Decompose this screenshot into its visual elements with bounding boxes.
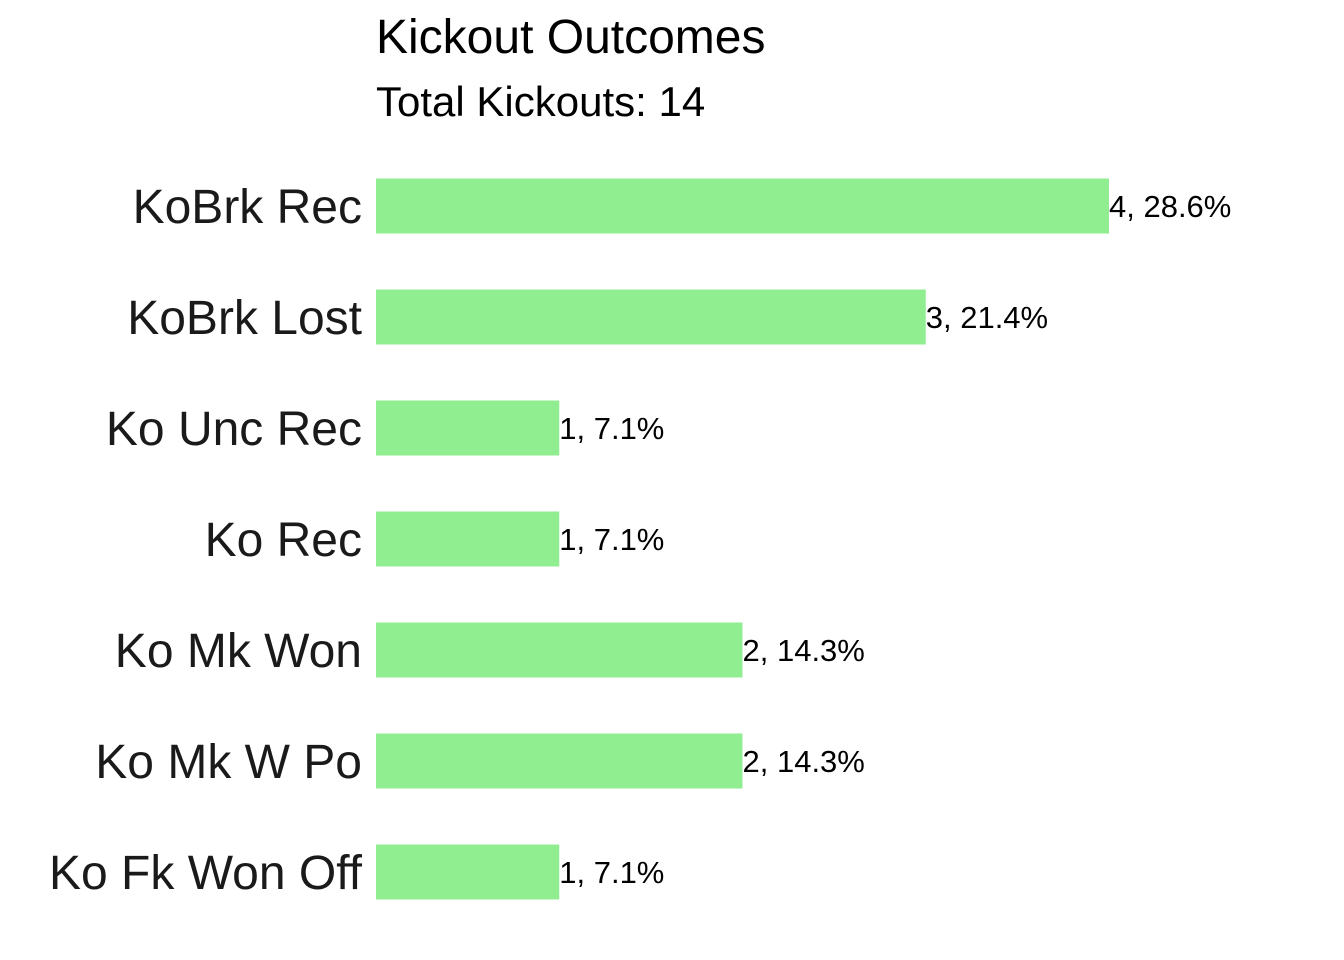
category-label: KoBrk Rec <box>133 181 362 234</box>
data-label: 4, 28.6% <box>1109 189 1231 224</box>
category-label: Ko Fk Won Off <box>49 847 363 900</box>
chart-subtitle: Total Kickouts: 14 <box>376 78 705 125</box>
bar <box>376 178 1109 234</box>
category-label: Ko Mk Won <box>115 625 362 678</box>
category-label: Ko Rec <box>205 514 362 567</box>
chart-title: Kickout Outcomes <box>376 11 765 64</box>
data-label: 1, 7.1% <box>559 522 664 557</box>
bar <box>376 622 743 678</box>
data-label: 3, 21.4% <box>926 300 1048 335</box>
bar <box>376 289 926 345</box>
category-label: KoBrk Lost <box>127 292 362 345</box>
data-label: 1, 7.1% <box>559 855 664 890</box>
bars-group: KoBrk Rec 4, 28.6% KoBrk Lost 3, 21.4% Ko Un… <box>49 178 1231 900</box>
bar <box>376 844 560 900</box>
bar <box>376 400 560 456</box>
bar <box>376 733 743 789</box>
category-label: Ko Mk W Po <box>95 736 362 789</box>
category-label: Ko Unc Rec <box>106 403 362 456</box>
data-label: 1, 7.1% <box>559 411 664 446</box>
data-label: 2, 14.3% <box>743 744 865 779</box>
data-label: 2, 14.3% <box>743 633 865 668</box>
bar <box>376 511 560 567</box>
